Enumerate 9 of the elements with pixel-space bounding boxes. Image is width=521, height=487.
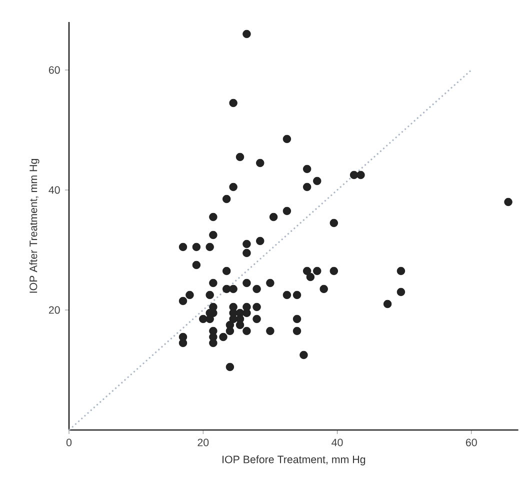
y-tick-label: 20 xyxy=(48,306,60,314)
x-tick-label: 0 xyxy=(66,438,72,446)
y-tick-label: 60 xyxy=(48,66,60,74)
x-tick-label: 20 xyxy=(198,438,209,446)
x-tick-label: 40 xyxy=(332,438,343,446)
y-tick-label: 40 xyxy=(48,186,60,194)
y-axis-title: IOP After Treatment, mm Hg xyxy=(29,159,40,293)
x-axis-title: IOP Before Treatment, mm Hg xyxy=(222,455,366,466)
x-tick-label: 60 xyxy=(466,438,477,446)
